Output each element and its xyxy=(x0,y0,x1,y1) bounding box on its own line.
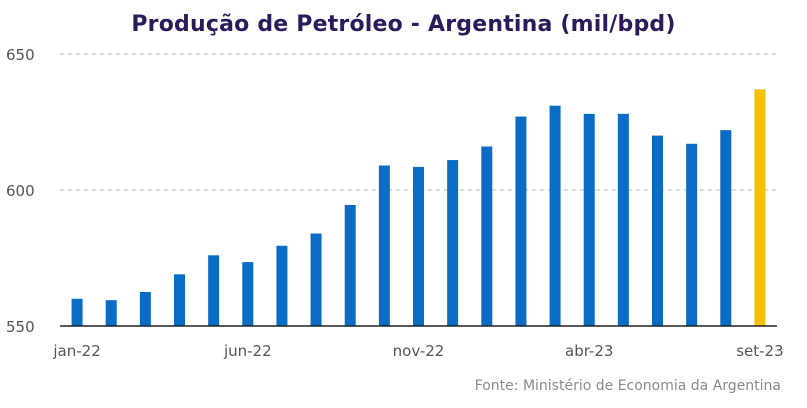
y-tick-label: 650 xyxy=(6,46,35,64)
bar xyxy=(754,89,766,326)
bar xyxy=(105,300,117,326)
bar xyxy=(549,105,561,327)
x-tick-label: jan-22 xyxy=(52,342,100,360)
bar xyxy=(208,255,220,326)
bar xyxy=(583,113,595,326)
y-tick-label: 600 xyxy=(6,182,35,200)
bar xyxy=(447,160,459,326)
x-tick-label: abr-23 xyxy=(565,342,613,360)
bar xyxy=(617,113,629,326)
y-tick-label: 550 xyxy=(6,318,35,336)
source-note: Fonte: Ministério de Economia da Argenti… xyxy=(474,378,781,394)
bar xyxy=(344,204,356,326)
bar xyxy=(174,274,185,326)
bar xyxy=(481,146,493,326)
bar xyxy=(686,143,698,326)
bar xyxy=(515,116,527,326)
bar xyxy=(413,166,424,326)
chart-title: Produção de Petróleo - Argentina (mil/bp… xyxy=(131,12,676,37)
bar xyxy=(378,165,390,326)
bar xyxy=(71,298,83,326)
x-tick-label: jun-22 xyxy=(223,342,272,360)
bar xyxy=(310,233,322,326)
bar xyxy=(652,135,663,326)
x-tick-label: set-23 xyxy=(736,342,783,360)
bar xyxy=(720,130,732,326)
x-tick-label: nov-22 xyxy=(393,342,445,360)
bar xyxy=(276,245,288,326)
bar xyxy=(242,262,254,326)
bar xyxy=(139,292,151,326)
